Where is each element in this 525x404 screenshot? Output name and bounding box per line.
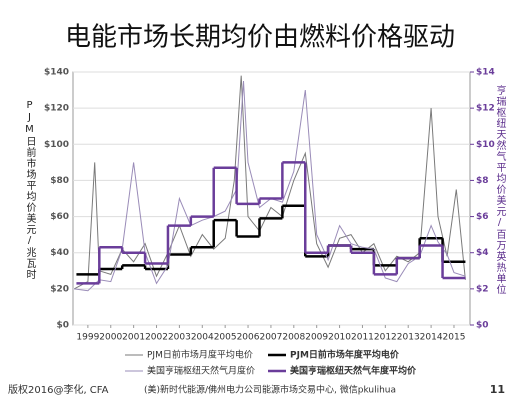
x-tick-label: 2001 <box>122 333 145 343</box>
x-tick-label: 2014 <box>420 333 443 343</box>
y-tick-label: $100 <box>44 140 69 150</box>
x-tick-label: 2004 <box>191 333 214 343</box>
legend-label: 美国亨瑞枢纽天然气年度平均价 <box>290 365 417 377</box>
x-tick-label: 2007 <box>259 333 282 343</box>
y-tick-label: $60 <box>50 212 69 222</box>
x-tick-label: 2000 <box>99 333 122 343</box>
y-tick-label: $0 <box>56 321 69 331</box>
chart-title: 电能市场长期均价由燃料价格驱动 <box>65 23 455 53</box>
legend-label: 美国亨瑞枢纽天然气月度价 <box>147 365 255 377</box>
y2-tick-label: $14 <box>476 68 495 78</box>
footer-source: (美)新时代能源/佛州电力公司能源市场交易中心, 微信pkulihua <box>144 384 396 396</box>
y-tick-label: $120 <box>44 104 69 114</box>
y2-tick-label: $10 <box>476 140 495 150</box>
x-tick-label: 2012 <box>374 333 397 343</box>
y-axis-label: PJM日前市场平均价美元/兆瓦时 <box>24 100 36 280</box>
x-tick-label: 2005 <box>214 333 237 343</box>
x-tick-label: 2006 <box>237 333 260 343</box>
y2-tick-label: $6 <box>476 212 489 222</box>
y2-tick-label: $4 <box>476 248 489 258</box>
y2-tick-label: $2 <box>476 284 489 294</box>
x-tick-label: 2010 <box>328 333 351 343</box>
x-tick-label: 2011 <box>351 333 374 343</box>
x-tick-label: 2008 <box>282 333 305 343</box>
y-tick-label: $40 <box>50 248 69 258</box>
y-tick-label: $80 <box>50 176 69 186</box>
x-tick-label: 2013 <box>397 333 420 343</box>
page-number: 11 <box>490 383 505 396</box>
x-tick-label: 2003 <box>168 333 191 343</box>
x-tick-label: 1999 <box>76 333 99 343</box>
legend-label: PJM日前市场年度平均电价 <box>290 349 400 361</box>
y2-tick-label: $12 <box>476 104 495 114</box>
footer-copyright: 版权2016@李化, CFA <box>8 383 109 396</box>
y-tick-label: $140 <box>44 68 69 78</box>
y-tick-label: $20 <box>50 284 69 294</box>
y2-tick-label: $0 <box>476 321 489 331</box>
x-tick-label: 2002 <box>145 333 168 343</box>
legend-label: PJM日前市场月度平均电价 <box>147 349 253 361</box>
x-tick-label: 2009 <box>305 333 328 343</box>
y2-axis-label: 亨瑞枢纽天然气平均价美元/百万英热单位 <box>494 84 506 295</box>
x-tick-label: 2015 <box>443 333 466 343</box>
y2-tick-label: $8 <box>476 176 489 186</box>
plot-series <box>73 75 466 292</box>
